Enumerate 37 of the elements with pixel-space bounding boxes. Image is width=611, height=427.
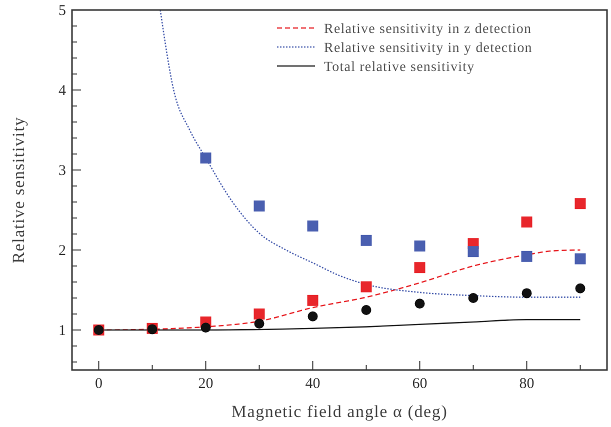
y-tick-label: 1 — [58, 323, 66, 339]
x-tick-label: 80 — [519, 376, 534, 392]
x-tick-label: 40 — [305, 376, 320, 392]
point — [414, 298, 425, 309]
point — [414, 240, 426, 252]
point — [360, 234, 372, 246]
y-tick-label: 4 — [58, 83, 66, 99]
y-tick-label: 2 — [58, 243, 66, 259]
x-tick-label: 0 — [95, 376, 102, 392]
point — [254, 308, 265, 320]
legend-label: Total relative sensitivity — [324, 60, 475, 75]
y-tick-label: 3 — [58, 163, 66, 179]
point — [468, 246, 479, 258]
x-tick-label: 20 — [198, 376, 214, 392]
x-axis-title: Magnetic field angle α (deg) — [231, 402, 448, 421]
point — [307, 220, 318, 232]
legend-label: Relative sensitivity in z detection — [324, 22, 532, 37]
point — [414, 262, 426, 274]
point — [522, 288, 532, 298]
point — [574, 253, 586, 264]
y-axis-title: Relative sensitivity — [9, 116, 28, 264]
point — [308, 311, 318, 322]
point — [200, 152, 212, 164]
point — [521, 216, 532, 228]
point — [361, 305, 372, 315]
point — [575, 283, 586, 294]
point — [254, 200, 265, 212]
point — [574, 198, 586, 210]
legend-label: Relative sensitivity in y detection — [324, 41, 532, 56]
point — [307, 294, 318, 306]
x-tick-label: 60 — [412, 376, 428, 392]
point — [254, 318, 264, 329]
point — [468, 293, 478, 303]
point — [360, 281, 372, 292]
point — [200, 322, 211, 333]
point — [521, 250, 532, 262]
y-tick-label: 5 — [58, 3, 66, 19]
